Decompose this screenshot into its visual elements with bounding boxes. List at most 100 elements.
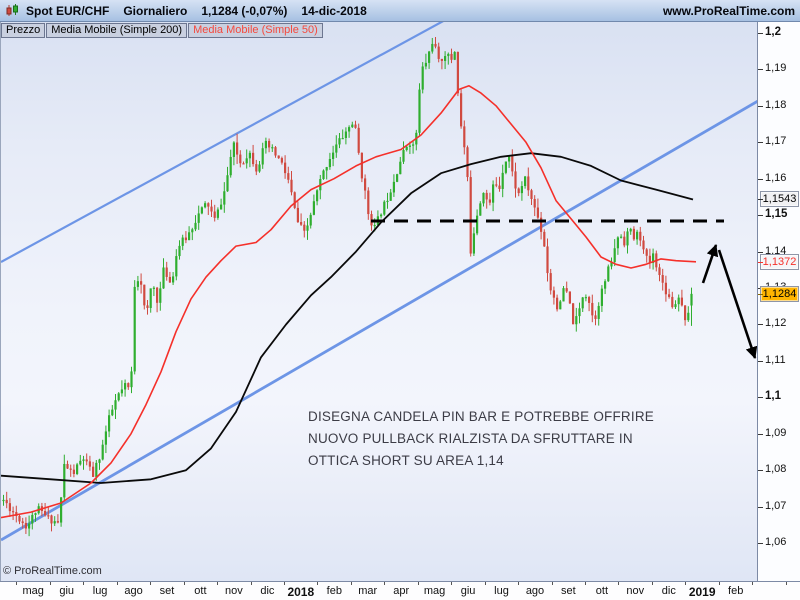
x-tick xyxy=(651,582,653,585)
y-tick-label: 1,2 xyxy=(765,26,781,38)
x-tick xyxy=(217,582,218,585)
x-tick xyxy=(49,582,51,585)
y-tick-label: 1,1 xyxy=(765,390,781,402)
y-tick xyxy=(758,397,763,398)
y-tick xyxy=(758,106,763,107)
indicator-legend: Prezzo Media Mobile (Simple 200) Media Mob… xyxy=(1,23,324,38)
x-month-label: ago xyxy=(525,585,545,597)
price-chart-area[interactable] xyxy=(0,22,758,581)
y-tick xyxy=(758,215,763,216)
y-tick-label: 1,06 xyxy=(765,536,787,548)
x-month-label: apr xyxy=(393,585,410,597)
trend-arrow-down xyxy=(717,249,758,359)
x-tick xyxy=(752,582,754,585)
x-month-label: ago xyxy=(124,585,143,597)
last-price-label: 1,1284 xyxy=(760,286,799,302)
x-tick xyxy=(551,582,553,585)
x-month-label: mag xyxy=(22,585,44,597)
x-tick xyxy=(283,582,285,585)
x-month-label: lug xyxy=(494,585,509,597)
title-bar: Spot EUR/CHF Giornaliero 1,1284 (-0,07%)… xyxy=(0,0,800,22)
annotation-line: NUOVO PULLBACK RIALZISTA DA SFRUTTARE IN xyxy=(308,431,633,446)
x-tick xyxy=(585,582,586,585)
y-tick-label: 1,08 xyxy=(765,463,787,475)
y-tick xyxy=(758,142,763,143)
annotation-line: OTTICA SHORT SU AREA 1,14 xyxy=(308,453,504,468)
legend-item-1[interactable]: Media Mobile (Simple 200) xyxy=(46,23,188,38)
candles-layer xyxy=(2,37,693,537)
y-tick xyxy=(758,507,763,508)
x-tick xyxy=(250,582,252,585)
x-tick xyxy=(116,582,118,585)
x-month-label: nov xyxy=(225,585,243,597)
x-month-label: feb xyxy=(728,585,744,597)
x-month-label: mag xyxy=(423,585,446,597)
x-tick xyxy=(150,582,152,585)
ma50-value-tick xyxy=(758,262,763,263)
ma50-line xyxy=(1,84,697,519)
y-tick-label: 1,16 xyxy=(765,172,787,184)
annotation-line: DISEGNA CANDELA PIN BAR E POTREBBE OFFRI… xyxy=(308,409,654,424)
channel-line-upper xyxy=(1,22,444,263)
x-month-label: dic xyxy=(661,585,676,597)
x-month-label: ott xyxy=(595,585,608,597)
y-tick-label: 1,18 xyxy=(765,99,787,111)
x-tick xyxy=(718,582,720,585)
x-tick xyxy=(350,582,352,585)
x-tick xyxy=(618,582,620,585)
candlestick-icon xyxy=(6,4,18,16)
site-watermark: www.ProRealTime.com xyxy=(662,3,795,18)
x-month-label: set xyxy=(561,585,576,597)
channel-line-lower xyxy=(1,99,758,542)
y-tick xyxy=(758,33,763,34)
legend-item-2[interactable]: Media Mobile (Simple 50) xyxy=(188,23,323,38)
y-tick xyxy=(758,324,763,325)
x-tick xyxy=(16,582,18,585)
x-month-label: mar xyxy=(358,585,378,597)
x-month-label: lug xyxy=(92,585,108,597)
x-month-label: feb xyxy=(326,585,342,597)
x-month-label: dic xyxy=(260,585,275,597)
y-tick-label: 1,19 xyxy=(765,62,787,74)
last-quote: 1,1284 (-0,07%) xyxy=(201,3,288,18)
x-month-label: 2018 xyxy=(287,585,315,599)
y-tick xyxy=(758,543,763,544)
y-tick-label: 1,11 xyxy=(765,354,786,366)
y-tick-label: 1,09 xyxy=(765,427,787,439)
x-month-label: giu xyxy=(460,585,476,597)
y-tick xyxy=(758,434,763,435)
x-tick xyxy=(785,582,787,585)
time-axis[interactable]: mag giu lug ago set ott nov dic 2018 feb mar apr mag… xyxy=(0,581,800,600)
price-chart-svg[interactable] xyxy=(1,22,758,581)
x-month-label: ott xyxy=(194,585,207,597)
x-tick xyxy=(317,582,319,585)
x-month-label: set xyxy=(159,585,175,597)
y-tick-label: 1,12 xyxy=(765,317,787,329)
y-tick xyxy=(758,470,763,471)
x-tick xyxy=(183,582,185,585)
y-tick xyxy=(758,252,763,253)
y-tick xyxy=(758,179,763,180)
x-tick xyxy=(451,582,453,585)
ma50-value-label: 1,1372 xyxy=(760,254,799,270)
copyright-watermark: © ProRealTime.com xyxy=(3,565,102,577)
y-tick-label: 1,15 xyxy=(765,208,788,220)
x-tick xyxy=(384,582,386,585)
trend-arrow-up xyxy=(701,244,719,284)
x-tick xyxy=(83,582,85,585)
y-tick xyxy=(758,69,763,70)
last-price-tick xyxy=(758,294,763,295)
x-tick xyxy=(417,582,419,585)
legend-item-0[interactable]: Prezzo xyxy=(1,23,46,38)
x-month-label: nov xyxy=(626,585,645,597)
symbol-name: Spot EUR/CHF xyxy=(26,3,110,18)
x-tick xyxy=(518,582,520,585)
analysis-annotation: DISEGNA CANDELA PIN BAR E POTREBBE OFFRI… xyxy=(308,406,654,472)
timeframe-label: Giornaliero xyxy=(123,3,188,18)
price-axis[interactable]: 1,21,191,181,171,161,151,141,131,121,111… xyxy=(757,22,800,581)
ma200-value-label: 1,1543 xyxy=(760,191,799,207)
ma200-line xyxy=(1,152,694,484)
ma200-value-tick xyxy=(758,199,763,200)
y-tick xyxy=(758,361,763,362)
